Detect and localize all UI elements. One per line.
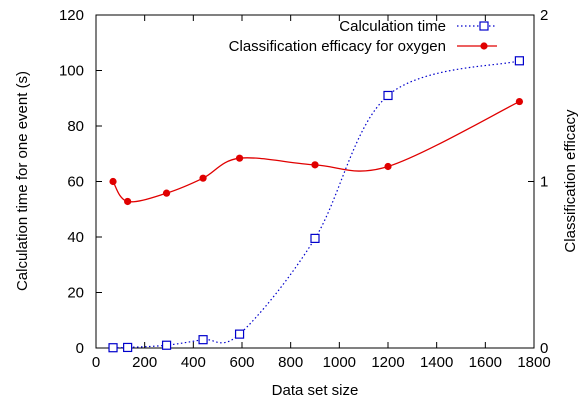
data-point (514, 56, 525, 66)
y2-tick-label: 0 (540, 340, 548, 357)
y-axis-label: Calculation time for one event (s) (14, 71, 31, 291)
legend-marker-calculation-time (479, 21, 489, 31)
x-tick-label: 1000 (323, 354, 356, 371)
data-point (383, 90, 393, 101)
data-point (199, 174, 207, 182)
series-0 (108, 56, 525, 353)
x-axis-label: Data set size (272, 382, 359, 399)
series-layer (108, 56, 525, 353)
data-point (161, 340, 172, 350)
data-point (311, 161, 319, 169)
x-tick-label: 800 (278, 354, 303, 371)
data-point (124, 197, 132, 206)
legend: Calculation time Classification efficacy… (229, 18, 497, 55)
y-tick-label: 40 (67, 229, 84, 246)
x-tick-label: 1400 (420, 354, 453, 371)
y-tick-label: 120 (59, 7, 84, 24)
series-line (113, 60, 520, 349)
x-tick-labels: 0 200 400 600 800 1000 1200 1400 1600 1800 (92, 354, 551, 371)
y2-axis-label: Classification efficacy (562, 109, 579, 253)
x-tick-label: 1800 (517, 354, 550, 371)
y-tick-label: 20 (67, 285, 84, 302)
plot-frame (95, 14, 535, 349)
data-point (384, 162, 392, 171)
data-point (109, 177, 117, 186)
x-tick-label: 400 (181, 354, 206, 371)
y2-tick-label: 1 (540, 174, 548, 191)
data-point (108, 343, 118, 353)
x-tick-label: 1600 (469, 354, 502, 371)
y-tick-labels: 0 20 40 60 80 100 120 (59, 7, 84, 357)
data-point (198, 335, 208, 345)
legend-marker-classification-efficacy (480, 42, 488, 50)
data-point (515, 97, 524, 106)
y-tick-label: 0 (76, 340, 84, 357)
x-tick-label: 200 (132, 354, 157, 371)
x-tick-label: 0 (92, 354, 100, 371)
data-point (235, 154, 244, 162)
x-tick-label: 1200 (371, 354, 404, 371)
data-point (123, 342, 133, 353)
legend-label-calculation-time: Calculation time (339, 18, 446, 35)
axis-ticks (95, 14, 535, 349)
y-tick-label: 80 (67, 118, 84, 135)
y2-tick-label: 2 (540, 7, 548, 24)
series-line (112, 100, 520, 203)
series-1 (109, 97, 524, 206)
data-point (310, 233, 320, 243)
data-point (234, 329, 245, 339)
y2-tick-labels: 0 1 2 (540, 7, 548, 357)
x-tick-label: 600 (229, 354, 254, 371)
data-point (162, 189, 171, 197)
legend-label-classification-efficacy: Classification efficacy for oxygen (229, 38, 446, 55)
y-tick-label: 60 (67, 174, 84, 191)
y-tick-label: 100 (59, 63, 84, 80)
